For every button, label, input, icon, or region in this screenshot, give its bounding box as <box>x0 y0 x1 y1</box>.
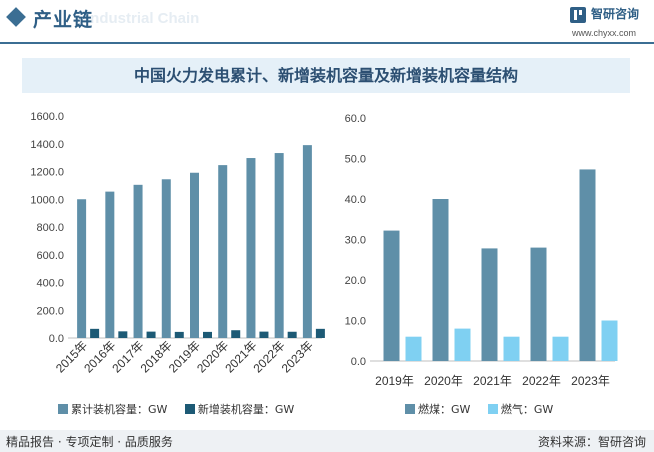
y-tick-label: 600.0 <box>36 250 64 262</box>
legend-label-new: 新增装机容量：GW <box>197 403 295 416</box>
legend-item-coal: 燃煤：GW <box>405 403 470 416</box>
bar-total <box>218 165 228 338</box>
bar-new <box>118 331 128 338</box>
bar-gas <box>503 336 520 361</box>
bar-total <box>161 179 171 338</box>
chart-title: 中国火力发电累计、新增装机容量及新增装机容量结构 <box>133 66 518 85</box>
bar-total <box>274 153 284 338</box>
y-tick-label: 200.0 <box>36 305 64 317</box>
bar-new <box>90 328 100 338</box>
brand-logo-icon <box>570 7 586 23</box>
footer-tagline: 精品报告 · 专项定制 · 品质服务 <box>6 435 173 449</box>
page-header: Industrial Chain 产业链 智研咨询 www.chyxx.com <box>0 0 654 44</box>
bar-total <box>77 199 87 338</box>
header-subtitle: Industrial Chain <box>86 10 200 27</box>
brand-url: www.chyxx.com <box>572 28 637 38</box>
legend-item-total: 累计装机容量：GW <box>58 403 167 416</box>
bar-new <box>174 331 184 338</box>
bar-total <box>246 158 256 338</box>
bar-coal <box>530 247 547 361</box>
bar-new <box>259 331 269 338</box>
y-tick-label: 10.0 <box>345 316 366 328</box>
bar-gas <box>405 336 422 361</box>
legend-item-gas: 燃气：GW <box>487 403 554 416</box>
y-tick-label: 0.0 <box>49 333 64 345</box>
brand-name: 智研咨询 <box>591 7 640 21</box>
bar-total <box>302 145 312 338</box>
header-divider <box>0 42 654 44</box>
y-tick-label: 60.0 <box>345 113 366 125</box>
legend-label-gas: 燃气：GW <box>500 403 554 416</box>
x-tick-label: 2019年 <box>375 374 414 388</box>
bar-gas <box>601 320 618 361</box>
bar-new <box>203 331 212 338</box>
y-tick-label: 0.0 <box>351 356 366 368</box>
x-tick-label: 2023年 <box>279 338 316 375</box>
y-tick-label: 1200.0 <box>30 167 64 179</box>
page-footer: 精品报告 · 专项定制 · 品质服务 资料来源：智研咨询 <box>0 430 654 452</box>
x-tick-label: 2020年 <box>424 374 463 388</box>
footer-source: 资料来源：智研咨询 <box>537 435 646 449</box>
bar-total <box>133 184 143 338</box>
y-tick-label: 20.0 <box>345 275 366 287</box>
legend-label-coal: 燃煤：GW <box>418 403 471 416</box>
y-tick-label: 40.0 <box>345 194 366 206</box>
bar-gas <box>552 336 569 361</box>
bar-new <box>287 331 297 338</box>
chart-title-bar: 中国火力发电累计、新增装机容量及新增装机容量结构 <box>22 58 630 93</box>
bar-coal <box>481 248 498 361</box>
legend-swatch-new <box>184 404 195 414</box>
bar-coal <box>432 199 449 361</box>
bar-total <box>190 172 199 338</box>
y-tick-label: 1000.0 <box>30 194 64 206</box>
legend-item-new: 新增装机容量：GW <box>184 403 295 416</box>
x-tick-label: 2022年 <box>522 374 561 388</box>
y-tick-label: 800.0 <box>36 222 64 234</box>
legend-swatch-total <box>58 404 68 414</box>
y-tick-label: 50.0 <box>345 154 366 166</box>
legend-swatch-coal <box>405 404 415 414</box>
y-tick-label: 30.0 <box>345 235 366 247</box>
bar-new <box>315 328 325 338</box>
legend-left: 累计装机容量：GW 新增装机容量：GW <box>58 401 308 417</box>
bar-new <box>231 330 241 338</box>
legend-right: 燃煤：GW 燃气：GW <box>405 401 567 417</box>
bar-new <box>146 331 156 338</box>
bar-gas <box>454 328 471 361</box>
header-title: 产业链 <box>33 9 94 31</box>
y-tick-label: 400.0 <box>36 278 64 290</box>
legend-swatch-gas <box>487 404 498 414</box>
x-tick-label: 2023年 <box>571 374 610 388</box>
legend-label-total: 累计装机容量：GW <box>71 403 168 416</box>
y-tick-label: 1400.0 <box>30 139 64 151</box>
bar-coal <box>383 230 400 361</box>
chart-canvas: 0.0 200.0 400.0 600.0 800.0 1000.0 1200.0 1400.… <box>30 111 618 388</box>
bar-total <box>105 191 115 338</box>
y-tick-label: 1600.0 <box>30 111 64 123</box>
bar-coal <box>579 169 596 361</box>
x-tick-label: 2021年 <box>473 374 512 388</box>
